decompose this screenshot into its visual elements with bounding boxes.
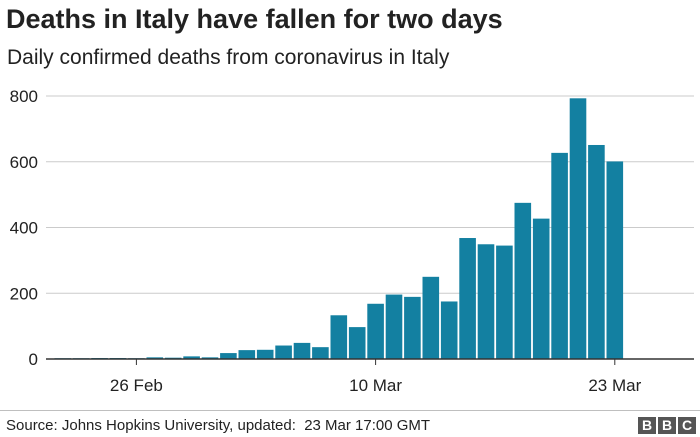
source-note: Source: Johns Hopkins University, update… xyxy=(6,417,431,434)
x-axis-ticks: 26 Feb 10 Mar 23 Mar xyxy=(110,359,642,395)
bar xyxy=(569,98,587,360)
bar xyxy=(220,353,237,359)
y-tick-label: 800 xyxy=(10,87,38,106)
bar xyxy=(422,276,440,359)
bar xyxy=(532,218,550,359)
bbc-logo-letter: B xyxy=(658,417,676,434)
bbc-logo: B B C xyxy=(638,417,696,434)
y-axis-ticks: 0 200 400 600 800 xyxy=(10,87,38,369)
bar xyxy=(348,327,366,359)
bar xyxy=(275,345,292,359)
bbc-logo-letter: B xyxy=(638,417,656,434)
x-tick-label: 10 Mar xyxy=(349,376,402,395)
y-tick-label: 0 xyxy=(29,350,38,369)
chart-title: Deaths in Italy have fallen for two days xyxy=(6,4,503,34)
bar xyxy=(496,245,513,359)
bar xyxy=(459,238,476,359)
y-tick-label: 400 xyxy=(10,219,38,238)
bar xyxy=(385,294,403,359)
chart-subtitle: Daily confirmed deaths from coronavirus … xyxy=(7,46,450,69)
bar xyxy=(293,342,311,359)
bar xyxy=(201,357,219,359)
bar xyxy=(183,356,200,359)
bbc-logo-letter: C xyxy=(678,417,696,434)
bar xyxy=(146,357,164,359)
y-tick-label: 200 xyxy=(10,284,38,303)
bar xyxy=(477,244,495,359)
bar xyxy=(367,303,384,359)
bar xyxy=(606,161,624,359)
bar xyxy=(312,347,329,359)
y-tick-label: 600 xyxy=(10,153,38,172)
bar xyxy=(551,152,568,359)
bar xyxy=(440,301,458,359)
bar xyxy=(238,350,256,359)
bar xyxy=(588,144,605,359)
bar xyxy=(404,296,421,359)
x-tick-label: 26 Feb xyxy=(110,376,163,395)
bars xyxy=(54,98,624,360)
footer-divider xyxy=(0,410,700,411)
bar xyxy=(514,202,532,359)
x-tick-label: 23 Mar xyxy=(588,376,641,395)
bar xyxy=(330,315,348,359)
bar xyxy=(256,349,274,359)
